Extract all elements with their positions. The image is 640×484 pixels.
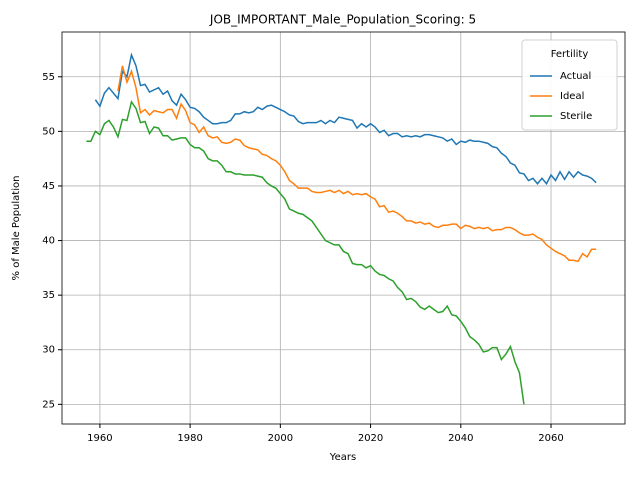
y-tick-label: 40 <box>42 236 55 247</box>
y-tick-label: 25 <box>42 399 55 410</box>
legend-label: Sterile <box>560 111 592 122</box>
line <box>86 100 525 405</box>
x-tick-label: 1960 <box>87 433 112 444</box>
x-tick-label: 2020 <box>358 433 383 444</box>
line <box>117 65 597 263</box>
legend-title: Fertility <box>551 49 589 60</box>
chart-title: JOB_IMPORTANT_Male_Population_Scoring: 5 <box>209 13 476 27</box>
legend-label: Actual <box>560 71 591 82</box>
y-tick-label: 30 <box>42 345 55 356</box>
y-tick-label: 55 <box>42 72 55 83</box>
y-tick-label: 35 <box>42 290 55 301</box>
legend-box <box>521 39 618 131</box>
x-tick-label: 2000 <box>268 433 293 444</box>
x-tick-label: 2060 <box>538 433 563 444</box>
legend-label: Ideal <box>560 91 584 102</box>
y-axis-label: % of Male Population <box>11 176 22 281</box>
y-tick-label: 50 <box>42 126 55 137</box>
x-tick-label: 1980 <box>177 433 202 444</box>
x-axis-label: Years <box>329 452 356 463</box>
line <box>94 52 597 186</box>
y-tick-label: 45 <box>42 181 55 192</box>
x-tick-label: 2040 <box>448 433 473 444</box>
plot-frame <box>61 31 626 425</box>
